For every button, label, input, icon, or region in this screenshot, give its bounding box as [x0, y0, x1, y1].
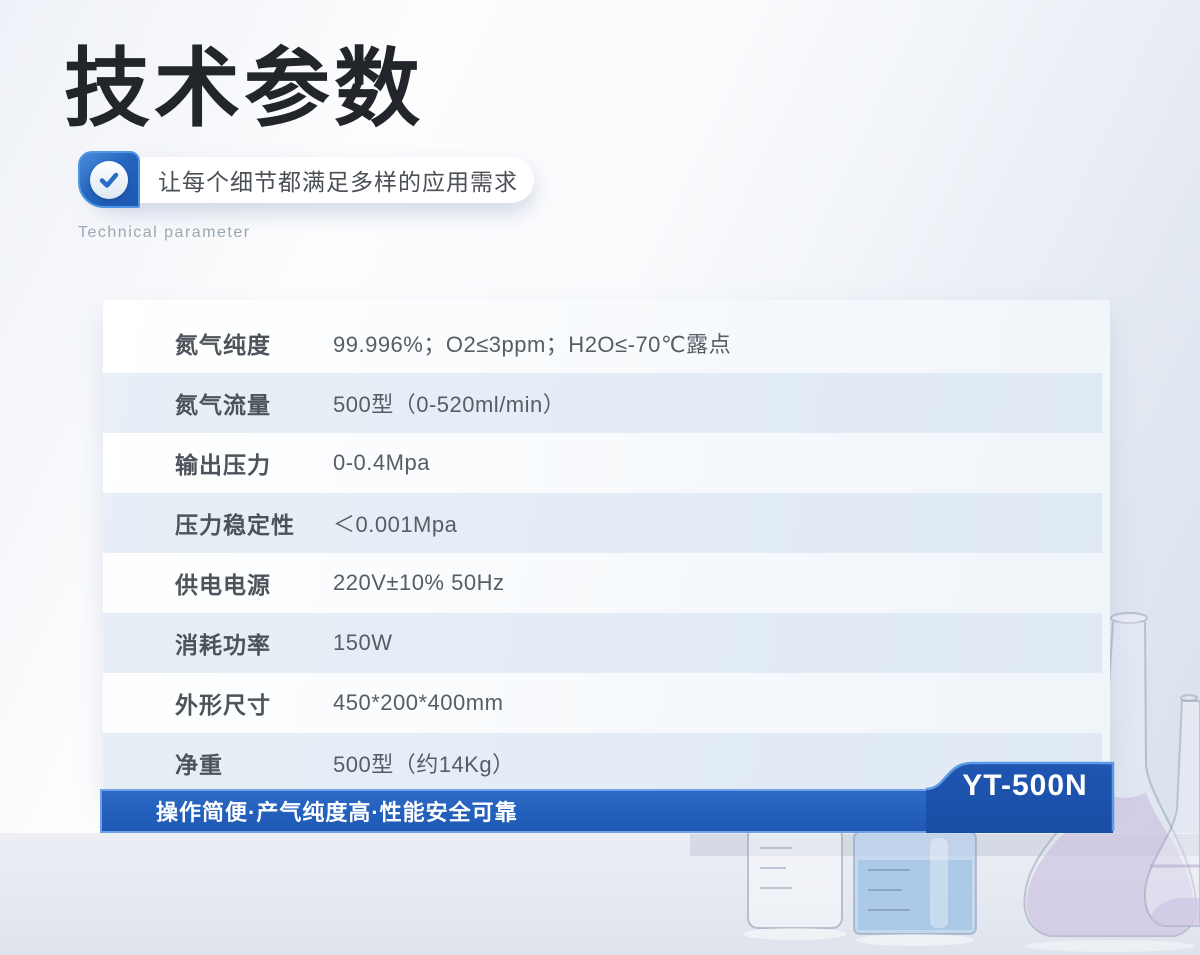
beaker-blue-liquid — [853, 831, 977, 946]
spec-value: 99.996%；O2≤3ppm；H2O≤-70℃露点 — [333, 332, 732, 357]
spec-label: 净重 — [175, 752, 223, 778]
table-row: 输出压力 0-0.4Mpa — [103, 433, 1102, 493]
spec-label: 消耗功率 — [175, 632, 271, 658]
table-row: 氮气纯度 99.996%；O2≤3ppm；H2O≤-70℃露点 — [103, 313, 1102, 373]
spec-label: 氮气流量 — [175, 392, 271, 418]
spec-label: 供电电源 — [175, 572, 271, 598]
model-number: YT-500N — [962, 769, 1088, 802]
table-row: 外形尺寸 450*200*400mm — [103, 673, 1102, 733]
table-row: 氮气流量 500型（0-520ml/min） — [103, 373, 1102, 433]
spec-value: 220V±10% 50Hz — [333, 570, 505, 595]
lab-table-surface — [0, 833, 1200, 955]
spec-value: 150W — [333, 630, 393, 655]
flask-small — [1144, 694, 1200, 927]
spec-value: 0-0.4Mpa — [333, 450, 430, 475]
spec-label: 外形尺寸 — [175, 692, 271, 718]
spec-label: 压力稳定性 — [175, 512, 295, 538]
subtitle-english: Technical parameter — [78, 224, 251, 241]
page-title: 技术参数 — [64, 41, 424, 137]
spec-table-rows: 氮气纯度 99.996%；O2≤3ppm；H2O≤-70℃露点氮气流量 500型（0… — [103, 313, 1102, 789]
table-row: 消耗功率 150W — [103, 613, 1102, 673]
tagline-text: 让每个细节都满足多样的应用需求 — [158, 169, 518, 195]
beaker-empty — [743, 825, 847, 940]
tagline-pill: 让每个细节都满足多样的应用需求 — [92, 157, 534, 203]
spec-label: 输出压力 — [175, 452, 271, 478]
spec-value: ＜0.001Mpa — [333, 512, 458, 537]
spec-value: 500型（约14Kg） — [333, 752, 515, 777]
spec-label: 氮气纯度 — [175, 332, 271, 358]
lab-glassware-image — [690, 612, 1200, 952]
check-badge — [78, 151, 140, 208]
spec-table-card: 氮气纯度 99.996%；O2≤3ppm；H2O≤-70℃露点氮气流量 500型（0… — [103, 300, 1110, 789]
footer-slogan: 操作简便·产气纯度高·性能安全可靠 — [156, 800, 518, 825]
table-row: 净重 500型（约14Kg） — [103, 733, 1102, 789]
model-badge — [925, 761, 1115, 833]
spec-value: 450*200*400mm — [333, 690, 504, 715]
table-row: 压力稳定性 ＜0.001Mpa — [103, 493, 1102, 553]
table-row: 供电电源 220V±10% 50Hz — [103, 553, 1102, 613]
check-icon — [90, 160, 128, 199]
spec-value: 500型（0-520ml/min） — [333, 392, 566, 417]
